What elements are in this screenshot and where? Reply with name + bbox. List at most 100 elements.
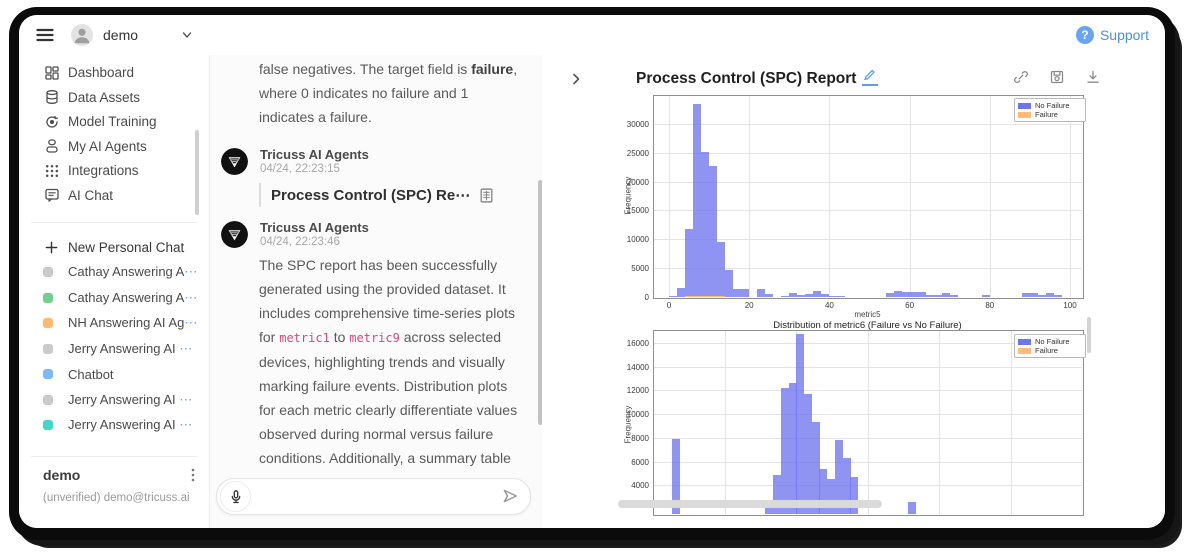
chat-color-dot [43,292,53,303]
histogram-bar [693,103,702,297]
y-tick-label: 16000 [626,339,649,348]
sidebar-item-label: Dashboard [68,65,135,80]
chat-message: false negatives. The target field is fai… [259,57,517,129]
text-segment: across selected [399,329,502,345]
chat-list-item[interactable]: Chatbot [19,363,209,385]
sidebar-scrollbar[interactable] [195,130,199,215]
inline-code: metric1 [279,331,330,345]
text-segment: generated using the provided dataset. It [259,281,506,297]
chat-panel: false negatives. The target field is fai… [209,55,544,528]
agents-icon [44,138,60,154]
ai-chat-icon [44,187,60,203]
report-title-text: Process Control (SPC) Report [636,70,857,87]
edit-title-icon[interactable] [862,68,879,86]
agent-avatar [221,148,248,175]
histogram-bar [1029,293,1038,297]
integrations-icon [44,163,60,179]
histogram-failure-bar [709,296,718,297]
text-segment: to [329,329,350,345]
hamburger-menu-icon[interactable] [35,25,55,45]
histogram-bar [796,333,805,514]
gridline [1010,330,1012,514]
sidebar-item-model-training[interactable]: Model Training [19,110,209,133]
chat-list-item[interactable]: NH Answering AI Ag⋯ [19,312,209,334]
report-attachment[interactable]: Process Control (SPC) Re⋯ [259,183,495,207]
gridline [653,485,1082,487]
gridline [909,95,911,297]
histogram-failure-bar [717,296,726,297]
legend-swatch [1018,338,1031,345]
histogram-failure-bar [693,295,702,297]
histogram-bar [757,289,766,297]
chat-list-item[interactable]: Jerry Answering AI ⋯ [19,389,209,411]
chat-item-label: Chatbot [68,366,114,382]
sidebar-item-my-ai-agents[interactable]: My AI Agents [19,135,209,158]
top-bar: demo ? Support [19,15,1165,56]
x-tick-label: 40 [824,301,834,310]
legend-label: Failure [1035,346,1058,355]
legend-swatch [1018,102,1031,109]
sidebar-item-label: Data Assets [68,89,141,105]
support-button[interactable]: ? Support [1075,24,1149,46]
chat-list-item[interactable]: Cathay Answering A⋯ [19,287,209,309]
legend-swatch [1018,347,1031,354]
histogram-bar [789,293,798,297]
chat-input[interactable] [255,483,489,510]
new-personal-chat-button[interactable]: New Personal Chat [19,236,209,258]
gridline [653,210,1082,212]
y-tick-label: 25000 [626,148,649,158]
histogram-bar [981,295,990,297]
text-segment: false negatives. The target field is [259,61,472,77]
text-segment: includes comprehensive time-series plots [259,305,515,321]
y-tick-label: 30000 [626,119,649,129]
divider [31,222,197,223]
chat-item-label: Jerry Answering AI ⋯ [68,340,194,356]
chat-list-item[interactable]: Cathay Answering A⋯ [19,261,209,283]
sidebar-item-label: Integrations [68,163,139,178]
histogram-bar [788,383,797,514]
gridline [724,330,726,514]
truncation-ellipsis: ⋯ [184,264,199,279]
histogram-bar [1037,294,1046,297]
text-segment: where 0 indicates no failure and 1 [259,85,469,101]
histogram-bar [917,291,926,297]
download-icon[interactable] [1085,69,1101,85]
legend-item: Failure [1018,110,1082,119]
chat-input-bar [216,478,531,515]
kebab-menu-icon[interactable] [185,467,201,483]
gridline [653,152,1082,154]
microphone-button[interactable] [220,481,251,512]
plus-icon [44,240,59,255]
inline-code: metric9 [349,331,400,345]
chevron-down-icon[interactable] [179,27,195,43]
histogram-bar [813,290,822,297]
text-segment: devices, highlighting trends and visuall… [259,354,505,370]
gridline [653,123,1082,125]
sidebar-item-ai-chat[interactable]: AI Chat [19,184,209,207]
text-segment: indicates a failure. [259,109,372,125]
save-icon[interactable] [1049,69,1065,85]
y-tick-label: 15000 [626,206,649,216]
message-timestamp: 04/24, 22:23:15 [260,163,340,175]
chat-item-label: NH Answering AI Ag⋯ [68,315,199,330]
send-button[interactable] [500,486,520,506]
text-segment: for each metric clearly differentiate va… [259,402,518,418]
report-vertical-scrollbar[interactable] [1087,317,1091,353]
sidebar-item-integrations[interactable]: Integrations [19,159,209,182]
chat-list-item[interactable]: Jerry Answering AI ⋯ [19,338,209,360]
chat-color-dot [43,420,53,430]
chat-color-dot [43,369,53,379]
sidebar-item-data-assets[interactable]: Data Assets [19,86,209,109]
copy-link-icon[interactable] [1013,69,1029,85]
legend-label: No Failure [1035,101,1070,110]
histogram-bar [949,295,958,297]
chat-list-item[interactable]: Jerry Answering AI ⋯ [19,414,209,436]
chat-scrollbar[interactable] [538,180,543,425]
histogram-bar [827,479,836,514]
gridline [989,95,991,297]
sidebar-item-dashboard[interactable]: Dashboard [19,61,209,84]
gridline [653,390,1082,392]
report-horizontal-scrollbar[interactable] [618,500,882,508]
legend-label: Failure [1035,110,1058,119]
collapse-panel-icon[interactable] [568,71,584,87]
